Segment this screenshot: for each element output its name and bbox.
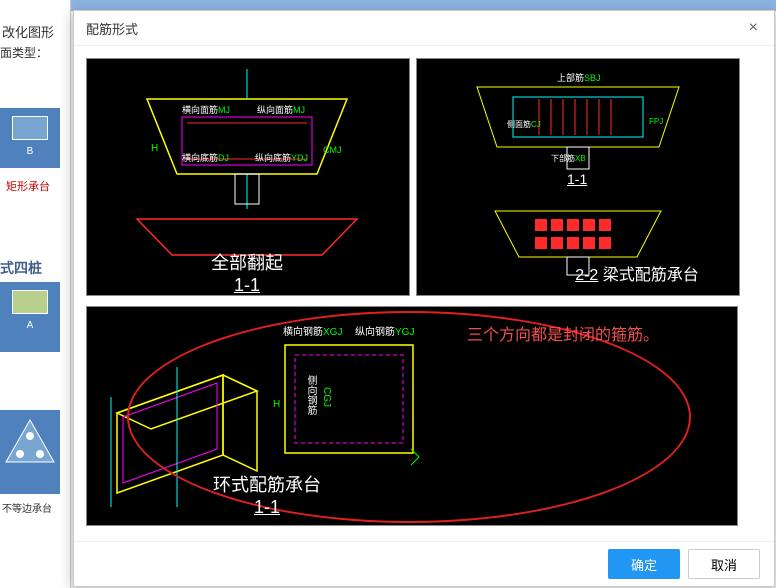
lbl-sbj: 上部筋SBJ bbox=[557, 71, 601, 84]
lbl-zxmj: 纵向面筋MJ bbox=[257, 103, 305, 116]
close-icon[interactable]: × bbox=[745, 15, 762, 41]
svg-text:H: H bbox=[151, 143, 158, 154]
dialog-title: 配筋形式 bbox=[86, 19, 138, 38]
lbl-cmj: CMJ bbox=[323, 145, 342, 155]
tile-caption-triangle: 不等边承台 bbox=[2, 500, 52, 515]
lbl-cmj: 侧面筋CJ bbox=[507, 119, 541, 130]
tile-letter: B bbox=[27, 146, 34, 157]
lbl-11: 1-1 bbox=[567, 171, 587, 187]
tile-caption-rect: 矩形承台 bbox=[6, 178, 50, 194]
option-caption: 2-2 梁式配筋承台 bbox=[537, 261, 737, 285]
lbl-zxdj: 纵向底筋YDJ bbox=[255, 151, 308, 164]
lbl-xbj: 下部筋XB bbox=[551, 153, 586, 164]
tile-shape-icon bbox=[12, 290, 48, 314]
option-full-flip[interactable]: H 横向面筋MJ 纵向面筋MJ 横向底筋DJ 纵向底筋YDJ CMJ 全部翻起 … bbox=[86, 58, 410, 296]
dialog-header: 配筋形式 × bbox=[74, 11, 774, 46]
rebar-style-dialog: 配筋形式 × H 横向面筋MJ 纵向面筋MJ bbox=[73, 10, 775, 587]
option-beam-style[interactable]: 上部筋SBJ 侧面筋CJ FPJ 下部筋XB 1-1 2-2 梁式配筋承台 bbox=[416, 58, 740, 296]
sidebar-tile-a[interactable]: A bbox=[0, 282, 60, 352]
option-caption: 环式配筋承台 1-1 bbox=[167, 471, 367, 518]
cancel-button[interactable]: 取消 bbox=[688, 549, 760, 579]
sidebar-panel-title: 改化图形 bbox=[0, 20, 56, 43]
lbl-hxdj: 横向底筋DJ bbox=[182, 151, 229, 164]
option-caption: 全部翻起 1-1 bbox=[147, 249, 347, 296]
tile-shape-icon bbox=[12, 116, 48, 140]
lbl-hxmj: 横向面筋MJ bbox=[182, 103, 230, 116]
sidebar-tile-triangle[interactable] bbox=[0, 410, 60, 494]
sidebar: 改化图形 面类型： B 矩形承台 式四桩 A 不等边承台 bbox=[0, 0, 71, 588]
option-ring-style[interactable]: H 横向钢筋XGJ 纵向钢筋YGJ 侧向钢筋 CGJ 三个方向都是封闭的箍筋。 … bbox=[86, 306, 738, 526]
tile-caption-4pile: 式四桩 bbox=[0, 258, 42, 278]
dialog-footer: 确定 取消 bbox=[74, 541, 774, 586]
sidebar-subtitle: 面类型： bbox=[0, 44, 48, 61]
triangle-icon bbox=[0, 410, 60, 470]
dialog-body: H 横向面筋MJ 纵向面筋MJ 横向底筋DJ 纵向底筋YDJ CMJ 全部翻起 … bbox=[74, 46, 774, 541]
tile-letter: A bbox=[27, 320, 34, 331]
ok-button[interactable]: 确定 bbox=[608, 549, 680, 579]
sidebar-tile-rect[interactable]: B bbox=[0, 108, 60, 168]
lbl-fpj: FPJ bbox=[649, 117, 663, 126]
annotation-text: 三个方向都是封闭的箍筋。 bbox=[467, 321, 659, 345]
